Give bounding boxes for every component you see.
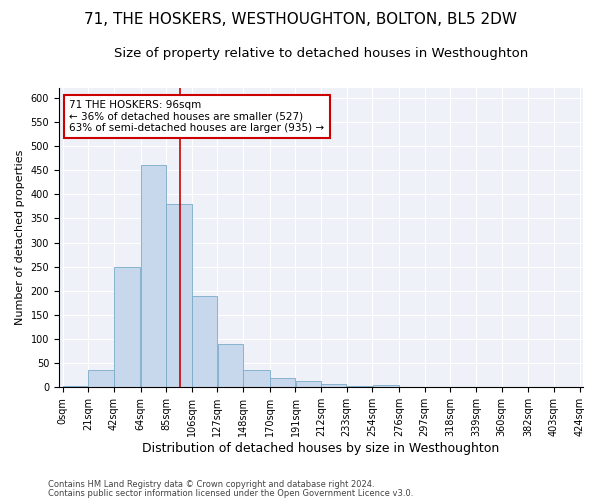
Bar bbox=[114, 266, 140, 388]
Text: 71, THE HOSKERS, WESTHOUGHTON, BOLTON, BL5 2DW: 71, THE HOSKERS, WESTHOUGHTON, BOLTON, B… bbox=[83, 12, 517, 28]
Text: Contains HM Land Registry data © Crown copyright and database right 2024.: Contains HM Land Registry data © Crown c… bbox=[48, 480, 374, 489]
Bar bbox=[166, 204, 191, 388]
Bar bbox=[63, 386, 88, 388]
Bar bbox=[373, 386, 399, 388]
Bar bbox=[270, 378, 295, 388]
Bar bbox=[218, 344, 243, 388]
Bar bbox=[296, 381, 321, 388]
Y-axis label: Number of detached properties: Number of detached properties bbox=[15, 150, 25, 326]
Bar bbox=[141, 166, 166, 388]
Bar bbox=[322, 384, 346, 388]
Text: Contains public sector information licensed under the Open Government Licence v3: Contains public sector information licen… bbox=[48, 488, 413, 498]
X-axis label: Distribution of detached houses by size in Westhoughton: Distribution of detached houses by size … bbox=[142, 442, 500, 455]
Bar bbox=[244, 370, 269, 388]
Title: Size of property relative to detached houses in Westhoughton: Size of property relative to detached ho… bbox=[114, 48, 528, 60]
Bar bbox=[192, 296, 217, 388]
Bar bbox=[88, 370, 113, 388]
Bar bbox=[347, 386, 372, 388]
Text: 71 THE HOSKERS: 96sqm
← 36% of detached houses are smaller (527)
63% of semi-det: 71 THE HOSKERS: 96sqm ← 36% of detached … bbox=[70, 100, 325, 133]
